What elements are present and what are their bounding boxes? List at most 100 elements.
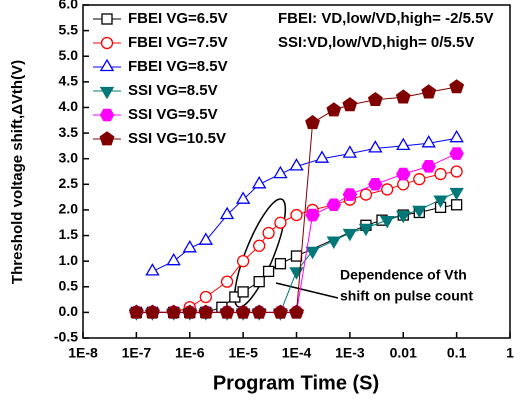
annotation-arrow: [275, 282, 339, 299]
legend-label: SSI VG=10.5V: [128, 130, 226, 147]
marker: [450, 165, 463, 178]
marker: [359, 188, 373, 201]
marker: [396, 137, 411, 151]
marker: [128, 304, 144, 319]
x-tick-label: 1E-4: [282, 345, 312, 361]
marker: [326, 198, 342, 212]
marker: [367, 91, 383, 107]
marker: [219, 206, 235, 220]
marker: [368, 140, 383, 153]
marker: [449, 79, 465, 94]
y-tick-label: 3.5: [59, 124, 79, 140]
x-tick-label: 1E-6: [175, 345, 205, 361]
marker: [421, 160, 436, 173]
annotation: shift on pulse count: [340, 288, 473, 304]
marker: [326, 236, 342, 249]
marker: [273, 165, 288, 179]
marker: [342, 188, 358, 201]
legend-label: FBEI VG=8.5V: [128, 58, 228, 75]
y-tick-label: 6.0: [59, 0, 79, 12]
annotation: SSI:VD,low/VD,high= 0/5.5V: [278, 34, 474, 51]
y-tick-label: 4.5: [59, 73, 79, 89]
marker: [358, 223, 374, 237]
legend-marker: [99, 58, 115, 72]
marker: [421, 84, 437, 99]
marker: [413, 173, 426, 186]
marker: [198, 232, 214, 245]
x-tick-label: 1E-8: [68, 345, 98, 361]
marker: [251, 304, 267, 319]
marker: [326, 102, 342, 117]
marker: [274, 258, 287, 270]
marker: [379, 216, 395, 229]
y-tick-label: 5.5: [59, 21, 79, 37]
legend-label: SSI VG=9.5V: [128, 106, 218, 123]
marker: [273, 304, 288, 319]
marker: [145, 263, 160, 276]
marker: [433, 195, 448, 209]
marker: [262, 265, 275, 278]
legend-label: SSI VG=8.5V: [128, 82, 218, 99]
y-tick-label: -0.5: [54, 329, 78, 345]
marker: [396, 167, 411, 181]
marker: [274, 216, 287, 229]
legend-marker: [100, 36, 114, 50]
highlight-ellipse: [233, 198, 287, 308]
annotation: FBEI: VD,low/VD,high= -2/5.5V: [278, 10, 493, 27]
x-tick-label: 0.1: [447, 345, 467, 361]
marker: [253, 239, 266, 252]
legend-label: FBEI VG=7.5V: [128, 34, 228, 51]
y-tick-label: 0.0: [59, 303, 79, 319]
marker: [412, 205, 427, 219]
x-tick-label: 1E-5: [228, 345, 258, 361]
marker: [219, 304, 235, 319]
marker: [397, 178, 410, 191]
legend-marker: [99, 86, 115, 100]
marker: [251, 176, 267, 189]
marker: [305, 114, 320, 130]
marker: [342, 97, 358, 112]
x-tick-label: 0.01: [390, 345, 417, 361]
x-tick-label: 1E-7: [122, 345, 152, 361]
marker: [305, 208, 320, 222]
marker: [166, 252, 181, 266]
marker: [434, 167, 447, 181]
y-tick-label: 3.0: [59, 149, 79, 165]
marker: [314, 150, 330, 163]
marker: [449, 147, 464, 160]
legend-marker: [99, 131, 115, 146]
marker: [235, 304, 251, 319]
marker: [145, 304, 160, 319]
y-tick-label: 5.0: [59, 47, 79, 63]
annotation: Dependence of Vth: [340, 267, 467, 283]
y-tick-label: 2.0: [59, 201, 79, 217]
marker: [368, 178, 383, 191]
y-axis-label: Threshold voltage shift,ΔVth(V): [9, 60, 26, 284]
marker: [289, 304, 304, 319]
marker: [421, 134, 436, 148]
marker: [450, 199, 463, 211]
marker: [198, 304, 214, 319]
y-tick-label: 1.0: [59, 252, 79, 268]
marker: [395, 89, 411, 104]
marker: [253, 275, 265, 288]
marker: [289, 158, 304, 171]
x-axis-label: Program Time (S): [213, 372, 379, 394]
marker: [396, 210, 411, 224]
marker: [235, 191, 251, 204]
legend-marker: [99, 108, 115, 122]
marker: [182, 304, 198, 319]
marker: [166, 304, 182, 319]
legend-marker: [101, 13, 113, 25]
marker: [342, 145, 358, 158]
x-tick-label: 1E-3: [335, 345, 365, 361]
y-tick-label: 4.0: [59, 98, 79, 114]
y-tick-label: 1.5: [59, 226, 79, 242]
legend-label: FBEI VG=6.5V: [128, 10, 228, 27]
marker: [342, 228, 358, 242]
series-line: [152, 137, 457, 272]
marker: [236, 255, 250, 268]
marker: [449, 129, 464, 143]
marker: [289, 267, 304, 280]
